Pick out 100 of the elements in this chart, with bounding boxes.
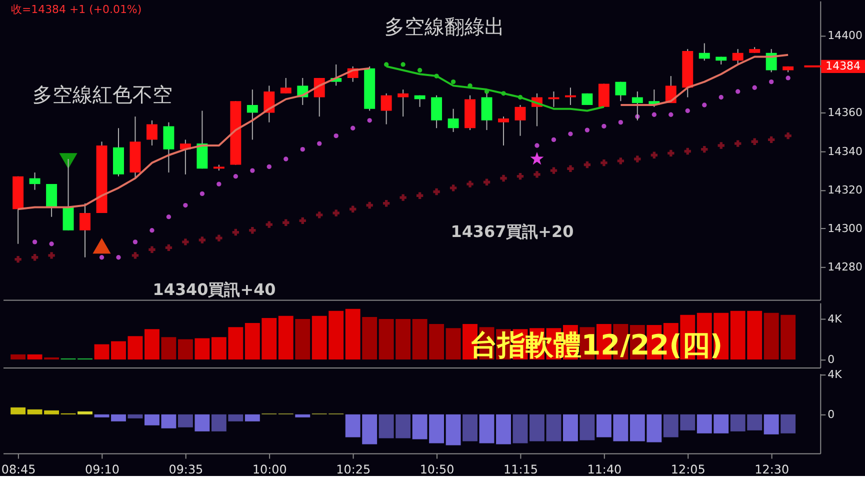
point (550, 167, 558, 174)
bar (94, 344, 110, 360)
bar (128, 414, 143, 418)
annotation: 14340買訊+40 (152, 280, 276, 299)
point (334, 134, 338, 138)
point (701, 146, 708, 153)
bar (161, 337, 176, 360)
point (617, 158, 624, 164)
y-tick-label: 0 (828, 408, 835, 421)
y-tick-label: 4K (828, 368, 843, 382)
point (650, 152, 658, 158)
ref-line-label: 14384 (826, 59, 861, 72)
point (516, 173, 524, 180)
point (99, 255, 104, 260)
point (350, 206, 356, 212)
bar (295, 414, 310, 418)
bar (194, 338, 210, 360)
candlestick (514, 104, 526, 136)
y-tick-label: 14300 (828, 222, 863, 235)
y-tick-label: 14280 (828, 260, 863, 274)
point (32, 240, 38, 244)
point (14, 256, 22, 263)
point (751, 138, 758, 145)
bar (10, 354, 26, 360)
candlestick (29, 172, 40, 190)
y-tick-label: 14360 (828, 106, 863, 120)
point (183, 202, 188, 208)
point (685, 108, 690, 114)
point (332, 210, 340, 216)
point (249, 227, 256, 234)
bar (128, 336, 143, 360)
point (400, 62, 406, 67)
point (165, 244, 172, 252)
x-tick-label: 12:30 (754, 462, 790, 477)
point (49, 242, 54, 246)
point (116, 255, 121, 260)
point (768, 136, 775, 144)
point (182, 238, 189, 246)
candlestick (498, 116, 509, 146)
bar (446, 414, 461, 446)
candlestick (732, 48, 744, 65)
point (483, 178, 490, 186)
point (600, 160, 608, 166)
candlestick (698, 42, 710, 62)
annotation: 收=14384 +1 (+0.01%) (10, 2, 142, 16)
x-tick-label: 09:10 (85, 462, 120, 477)
point (718, 142, 724, 149)
candlestick (564, 87, 576, 106)
point (282, 219, 290, 226)
point (433, 188, 440, 196)
y-tick-label: 14320 (828, 183, 863, 196)
point (734, 140, 742, 147)
point (530, 152, 544, 165)
y-tick-label: 0 (828, 352, 835, 366)
point (786, 76, 790, 80)
point (382, 200, 390, 207)
annotation: 多空線紅色不空 (32, 83, 173, 106)
point (784, 132, 792, 140)
point (316, 212, 323, 218)
candlestick (615, 81, 626, 102)
point (166, 214, 172, 220)
bar (530, 414, 544, 442)
x-tick-label: 10:50 (420, 462, 454, 477)
candlestick (246, 89, 258, 140)
bar (496, 414, 511, 444)
x-tick-label: 08:45 (1, 462, 36, 477)
point (602, 124, 606, 129)
bar (27, 354, 42, 360)
point (299, 217, 306, 224)
point (417, 68, 422, 73)
point (466, 180, 474, 188)
bar (10, 407, 26, 414)
point (684, 148, 691, 155)
point (148, 246, 156, 253)
y-tick-label: 14400 (828, 29, 863, 42)
candlestick (398, 89, 409, 118)
point (551, 137, 556, 142)
x-tick-label: 10:25 (336, 462, 371, 477)
x-tick-label: 11:40 (587, 462, 622, 477)
annotation: 多空線翻綠出 (384, 16, 504, 39)
bar (764, 414, 779, 434)
bar (111, 414, 126, 422)
bar (462, 414, 478, 442)
bar (178, 414, 193, 428)
point (634, 156, 641, 162)
point (668, 112, 674, 117)
candlestick (146, 120, 158, 146)
point (534, 143, 540, 148)
x-tick-label: 11:15 (504, 462, 538, 477)
point (233, 174, 238, 179)
point (350, 126, 356, 130)
point (668, 150, 674, 157)
point (752, 85, 757, 90)
point (266, 164, 272, 170)
candlestick (46, 184, 58, 218)
point (250, 168, 255, 173)
bar (111, 341, 126, 360)
bar (194, 414, 210, 432)
point (48, 252, 55, 259)
bar (244, 414, 260, 422)
